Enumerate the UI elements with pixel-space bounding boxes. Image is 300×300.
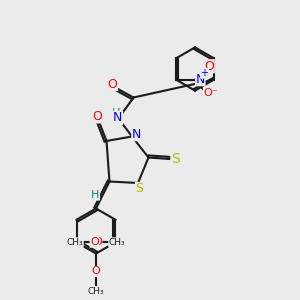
Text: O: O bbox=[92, 266, 100, 277]
Text: H: H bbox=[112, 107, 120, 118]
Text: S: S bbox=[136, 182, 143, 196]
Text: N: N bbox=[113, 111, 123, 124]
Text: O: O bbox=[92, 110, 102, 123]
Text: +: + bbox=[200, 68, 208, 78]
Text: CH₃: CH₃ bbox=[109, 238, 125, 247]
Text: CH₃: CH₃ bbox=[67, 238, 83, 247]
Text: H: H bbox=[91, 190, 99, 200]
Text: CH₃: CH₃ bbox=[88, 286, 104, 296]
Text: O: O bbox=[108, 77, 117, 91]
Text: O⁻: O⁻ bbox=[203, 88, 218, 98]
Text: N: N bbox=[196, 73, 205, 86]
Text: S: S bbox=[171, 152, 180, 166]
Text: O: O bbox=[93, 237, 102, 247]
Text: O: O bbox=[204, 60, 214, 73]
Text: O: O bbox=[90, 237, 99, 247]
Text: N: N bbox=[132, 128, 141, 141]
